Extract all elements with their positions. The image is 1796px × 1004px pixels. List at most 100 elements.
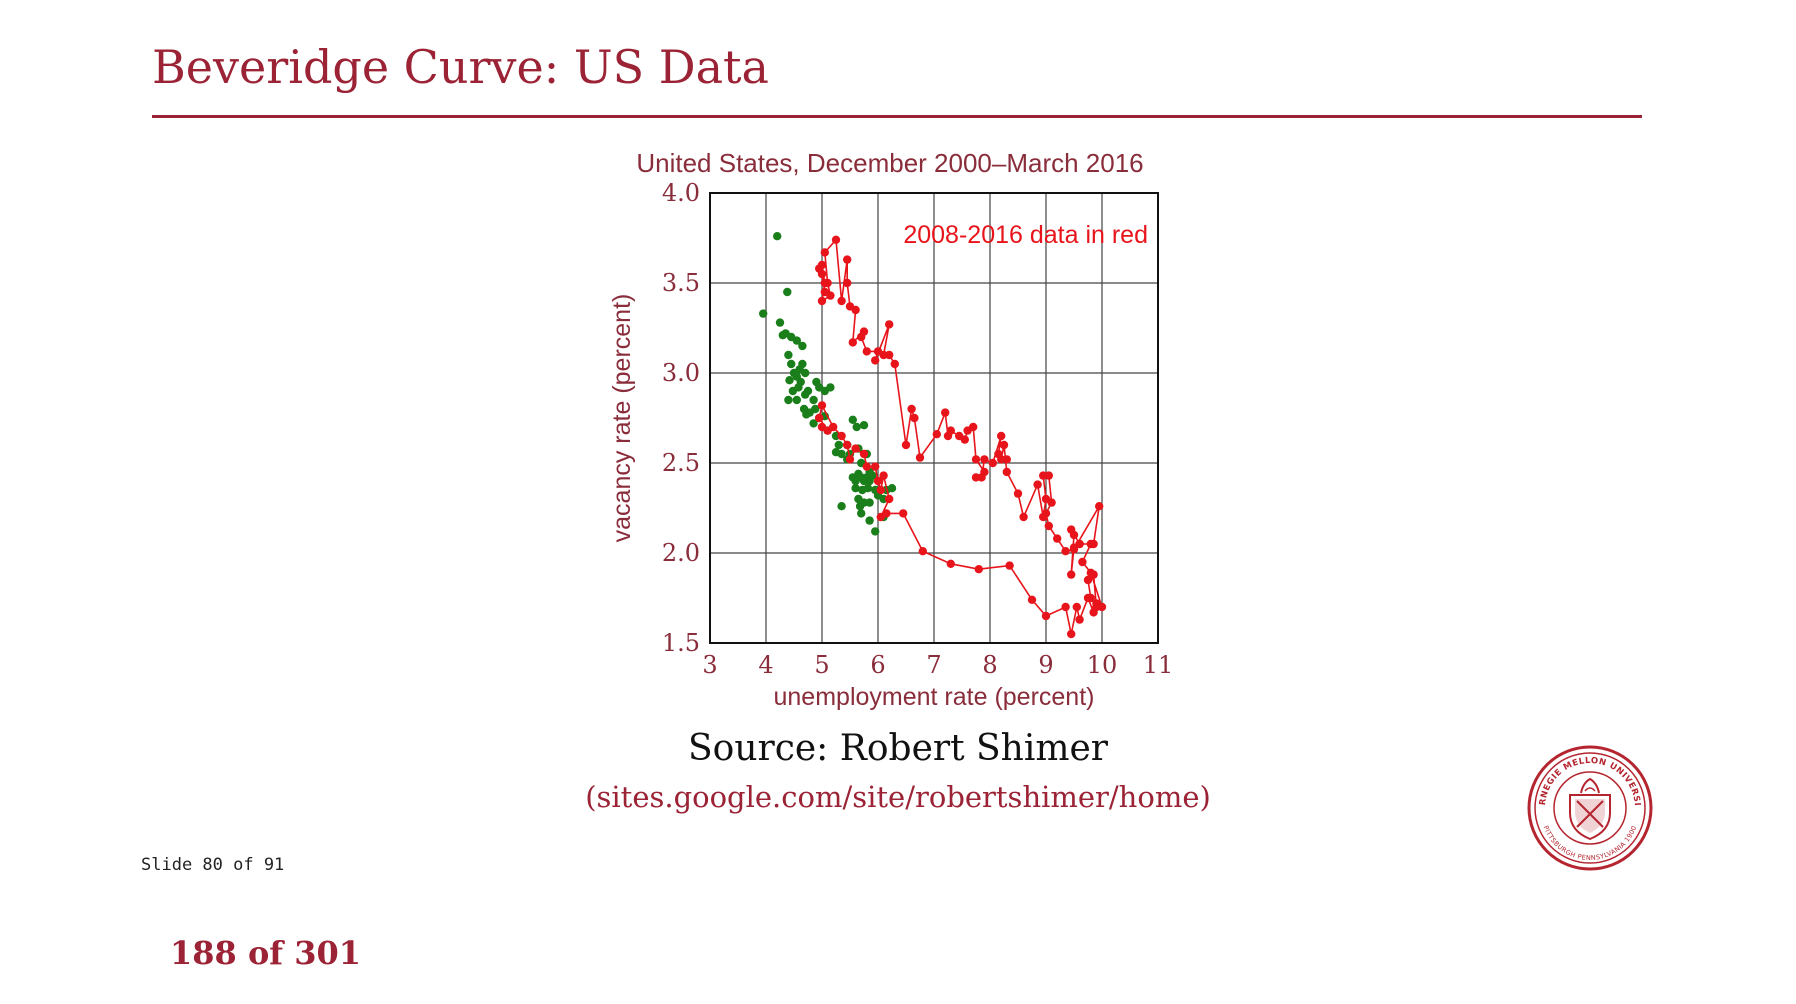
data-point <box>873 347 883 356</box>
data-point <box>885 494 894 504</box>
x-tick-label: 5 <box>814 651 829 679</box>
data-point <box>826 383 835 392</box>
data-series <box>759 232 1107 639</box>
data-point <box>859 327 869 336</box>
y-tick-label: 3.5 <box>662 269 700 297</box>
data-point <box>843 278 852 288</box>
data-point <box>801 368 810 378</box>
data-point <box>871 356 880 365</box>
data-point <box>837 449 846 459</box>
data-point <box>829 422 838 432</box>
data-point <box>971 455 981 464</box>
data-point <box>901 440 911 450</box>
data-point <box>809 395 818 405</box>
data-point <box>1039 471 1048 480</box>
axis-ticks: 3 4 5 6 7 8 9 10 11 1.5 2.0 2.5 3.0 3.5 4.0 <box>662 179 1173 679</box>
slide-title: Beveridge Curve: US Data <box>152 40 769 94</box>
data-point <box>1067 525 1076 534</box>
data-point <box>932 430 941 439</box>
data-point <box>997 431 1006 441</box>
data-point <box>907 404 916 414</box>
data-point <box>1069 545 1079 554</box>
data-point <box>865 516 874 525</box>
x-tick-label: 3 <box>702 651 717 679</box>
data-point <box>1002 455 1011 464</box>
data-point <box>988 458 997 468</box>
y-tick-label: 2.5 <box>662 449 700 477</box>
data-point <box>1095 502 1104 511</box>
data-point <box>809 419 818 428</box>
data-point <box>1002 467 1011 477</box>
data-point <box>759 309 768 318</box>
data-point <box>862 462 871 471</box>
data-point <box>1086 568 1095 577</box>
data-point <box>871 462 880 471</box>
data-point <box>1027 595 1037 604</box>
data-point <box>1086 593 1095 603</box>
x-tick-label: 7 <box>926 651 941 679</box>
y-tick-label: 1.5 <box>662 629 700 657</box>
data-point <box>910 413 919 423</box>
data-point <box>980 467 989 477</box>
y-tick-label: 4.0 <box>662 179 700 207</box>
data-point <box>815 413 824 423</box>
data-point <box>798 359 807 369</box>
data-point <box>999 440 1009 450</box>
data-point <box>845 455 855 464</box>
data-point <box>963 426 972 435</box>
data-point <box>1067 570 1076 579</box>
x-tick-label: 9 <box>1038 651 1053 679</box>
data-point <box>857 509 866 518</box>
x-tick-label: 10 <box>1087 651 1118 679</box>
data-point <box>1075 615 1084 624</box>
x-axis-label: unemployment rate (percent) <box>774 683 1095 711</box>
data-point <box>837 431 846 441</box>
data-point <box>1044 521 1053 531</box>
page-counter: 188 of 301 <box>170 934 361 972</box>
data-point <box>784 350 793 360</box>
data-point <box>994 449 1003 459</box>
data-point <box>1039 512 1048 522</box>
x-tick-label: 6 <box>870 651 885 679</box>
data-point <box>843 440 852 450</box>
data-point <box>815 264 824 273</box>
x-tick-label: 8 <box>982 651 997 679</box>
y-axis-label: vacancy rate (percent) <box>608 294 636 543</box>
slide-counter: Slide 80 of 91 <box>141 855 285 875</box>
data-point <box>820 248 829 257</box>
y-tick-label: 3.0 <box>662 359 700 387</box>
data-point <box>820 287 829 297</box>
data-point <box>1013 489 1023 498</box>
data-point <box>843 255 852 264</box>
data-point <box>974 565 983 574</box>
data-point <box>1089 539 1098 549</box>
chart-grid <box>709 192 1159 644</box>
data-point <box>1097 602 1107 612</box>
data-point <box>773 232 782 241</box>
data-point <box>890 359 899 369</box>
data-point <box>943 431 953 441</box>
plot-frame <box>709 192 1159 644</box>
data-point <box>851 444 860 453</box>
data-point <box>876 485 885 495</box>
data-point <box>792 395 801 405</box>
x-tick-label: 11 <box>1143 651 1174 679</box>
data-point <box>792 336 801 345</box>
data-point <box>1083 575 1093 585</box>
data-point <box>820 278 829 288</box>
data-point <box>1061 602 1070 612</box>
data-point <box>868 471 877 480</box>
data-point <box>1033 480 1042 489</box>
data-point <box>834 440 843 450</box>
data-point <box>873 476 883 486</box>
data-point <box>885 320 894 329</box>
y-tick-label: 2.0 <box>662 539 700 567</box>
data-point <box>801 390 810 399</box>
chart-title: United States, December 2000–March 2016 <box>636 148 1143 178</box>
source-link[interactable]: (sites.google.com/site/robertshimer/home… <box>585 780 1211 814</box>
data-point <box>837 502 846 511</box>
data-point <box>855 502 865 511</box>
data-point <box>775 318 785 327</box>
title-divider <box>152 115 1642 118</box>
data-point <box>1061 547 1070 556</box>
